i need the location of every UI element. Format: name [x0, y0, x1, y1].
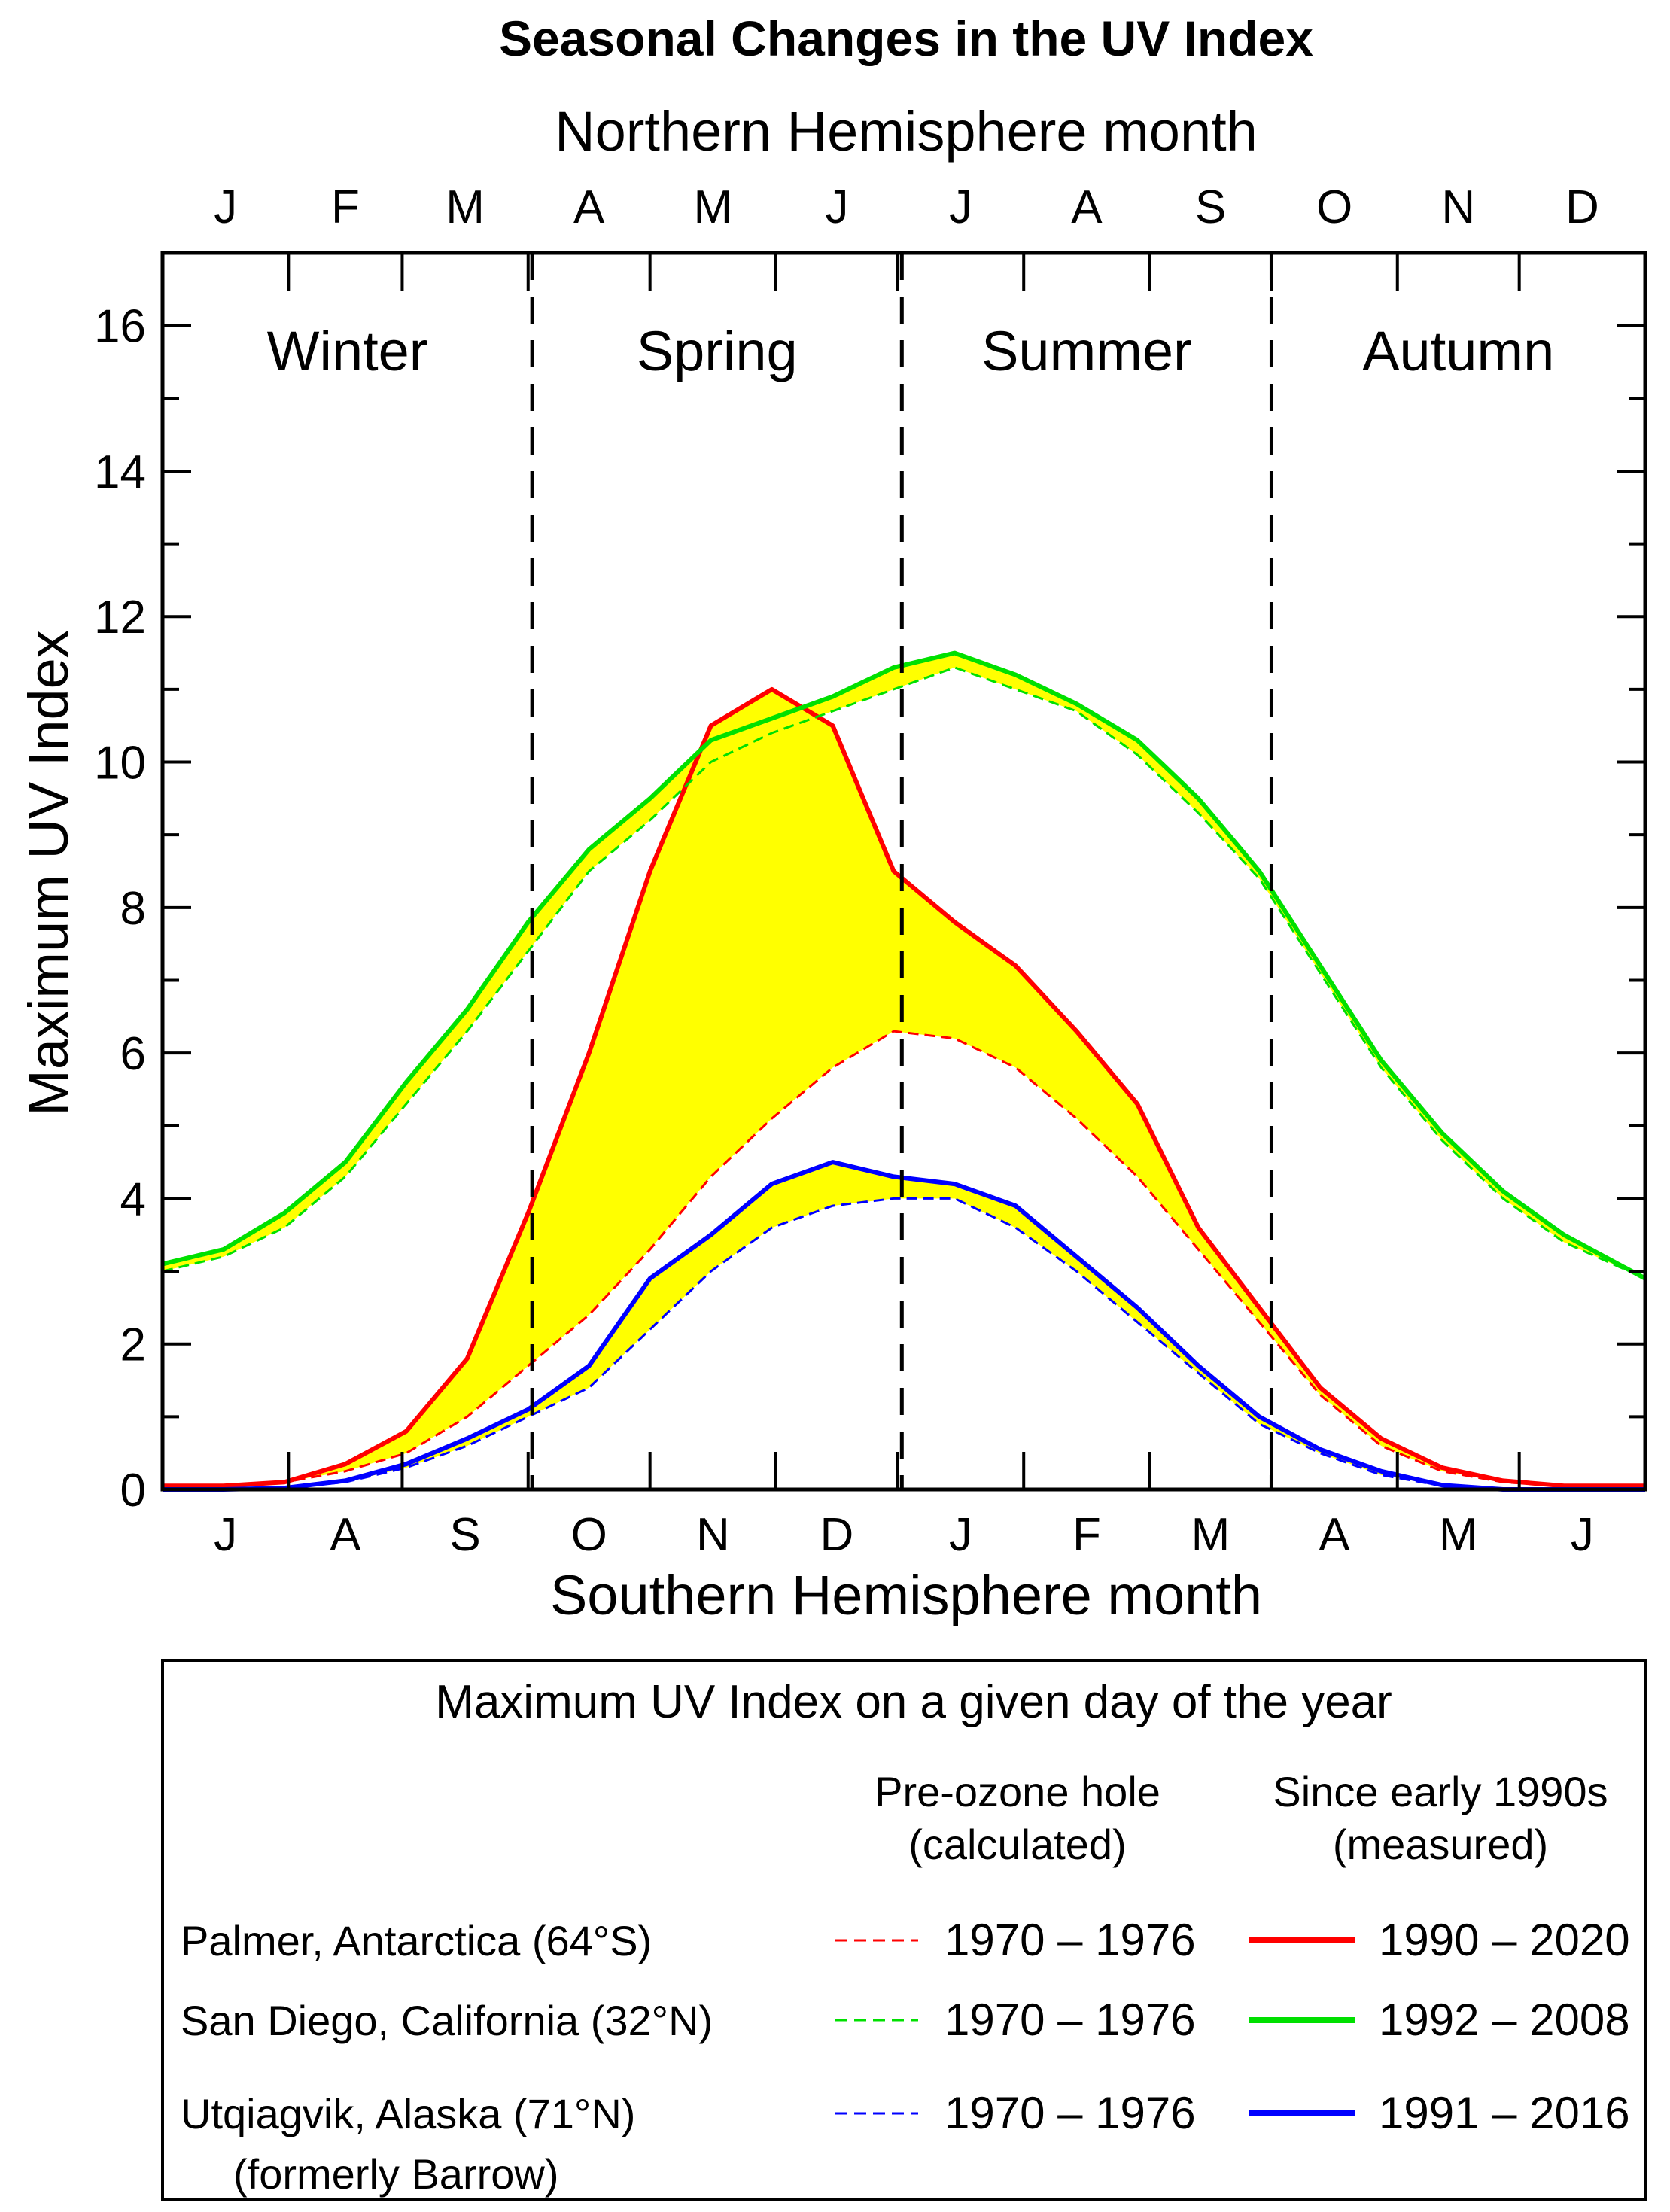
y-tick-label: 12 [94, 592, 146, 644]
legend-pre-header: Pre-ozone hole [875, 1768, 1160, 1815]
y-tick-label: 4 [120, 1173, 146, 1225]
bottom-month-label: J [214, 1509, 237, 1561]
top-month-label: M [694, 181, 733, 233]
bottom-month-label: S [449, 1509, 480, 1561]
top-axis-label: Northern Hemisphere month [555, 100, 1258, 163]
y-tick-label: 2 [120, 1319, 146, 1371]
legend-measured-label: 1991 – 2016 [1379, 2088, 1630, 2138]
legend-measured-subheader: (measured) [1333, 1821, 1548, 1868]
line-measured-series-2 [163, 1160, 1645, 1492]
top-month-label: A [573, 181, 605, 233]
legend-measured-label: 1990 – 2020 [1379, 1915, 1630, 1965]
legend-site-name-line2: (formerly Barrow) [233, 2150, 558, 2198]
bottom-month-label: A [330, 1509, 361, 1561]
season-label-summer: Summer [981, 320, 1192, 382]
bottom-month-label: M [1191, 1509, 1230, 1561]
bottom-month-label: F [1072, 1509, 1101, 1561]
y-tick-label: 10 [94, 738, 146, 790]
bottom-month-label: O [571, 1509, 607, 1561]
legend-title: Maximum UV Index on a given day of the y… [435, 1676, 1392, 1728]
legend-pre-label: 1970 – 1976 [945, 2088, 1196, 2138]
bottom-axis-label: Southern Hemisphere month [550, 1564, 1262, 1626]
top-month-label: A [1071, 181, 1103, 233]
bottom-month-label: A [1319, 1509, 1350, 1561]
bottom-month-label: J [949, 1509, 972, 1561]
legend-site-name: Utqiagvik, Alaska (71°N) [181, 2090, 635, 2137]
y-tick-label: 6 [120, 1028, 146, 1080]
chart-title: Seasonal Changes in the UV Index [499, 11, 1313, 66]
legend-rows: Palmer, Antarctica (64°S) 1970 – 1976 1990… [181, 1915, 1630, 2198]
legend-pre-label: 1970 – 1976 [945, 1994, 1196, 2045]
top-month-label: J [214, 181, 237, 233]
plot-frame [160, 251, 1647, 1492]
y-tick-label: 14 [94, 446, 146, 498]
legend-pre-subheader: (calculated) [908, 1821, 1126, 1868]
season-boundaries [530, 253, 1273, 1489]
top-month-label: F [331, 181, 360, 233]
legend-measured-label: 1992 – 2008 [1379, 1994, 1630, 2045]
difference-fills [163, 653, 1645, 1489]
series-lines [162, 650, 1647, 1492]
top-month-label: J [825, 181, 848, 233]
season-label-spring: Spring [637, 320, 798, 382]
legend-measured-header: Since early 1990s [1273, 1768, 1608, 1815]
legend-box [161, 1659, 1647, 2201]
line-measured-series-1 [162, 650, 1647, 1281]
bottom-month-label: M [1439, 1509, 1478, 1561]
bottom-month-label: J [1571, 1509, 1594, 1561]
bottom-month-label: D [820, 1509, 854, 1561]
top-month-label: S [1195, 181, 1226, 233]
line-pre-series-0 [163, 1030, 1645, 1487]
line-measured-series-0 [163, 686, 1645, 1489]
season-label-winter: Winter [267, 320, 428, 382]
y-tick-labels: 0 2 4 6 8 10 12 14 16 [94, 301, 146, 1517]
fill-series-0 [163, 689, 1645, 1486]
y-tick-label: 8 [120, 883, 146, 935]
legend-site-name: Palmer, Antarctica (64°S) [181, 1917, 652, 1964]
legend-site-name: San Diego, California (32°N) [181, 1997, 713, 2044]
legend-pre-label: 1970 – 1976 [945, 1915, 1196, 1965]
y-axis-label: Maximum UV Index [17, 630, 80, 1116]
bottom-month-label: N [696, 1509, 730, 1561]
line-pre-series-1 [162, 666, 1646, 1280]
legend-row-2: Utqiagvik, Alaska (71°N) (formerly Barrow… [181, 2088, 1630, 2198]
top-month-label: M [446, 181, 485, 233]
line-pre-series-2 [163, 1197, 1645, 1491]
axis-ticks [161, 251, 1647, 1491]
top-month-label: J [949, 181, 972, 233]
legend-row-1: San Diego, California (32°N) 1970 – 1976 1… [181, 1994, 1630, 2045]
top-month-label: D [1565, 181, 1599, 233]
season-label-autumn: Autumn [1362, 320, 1554, 382]
legend-row-0: Palmer, Antarctica (64°S) 1970 – 1976 1990… [181, 1915, 1630, 1965]
top-month-label: O [1316, 181, 1352, 233]
season-labels: Winter Spring Summer Autumn [267, 320, 1555, 382]
top-month-label: N [1441, 181, 1475, 233]
y-tick-label: 16 [94, 301, 146, 353]
y-tick-label: 0 [120, 1465, 146, 1517]
